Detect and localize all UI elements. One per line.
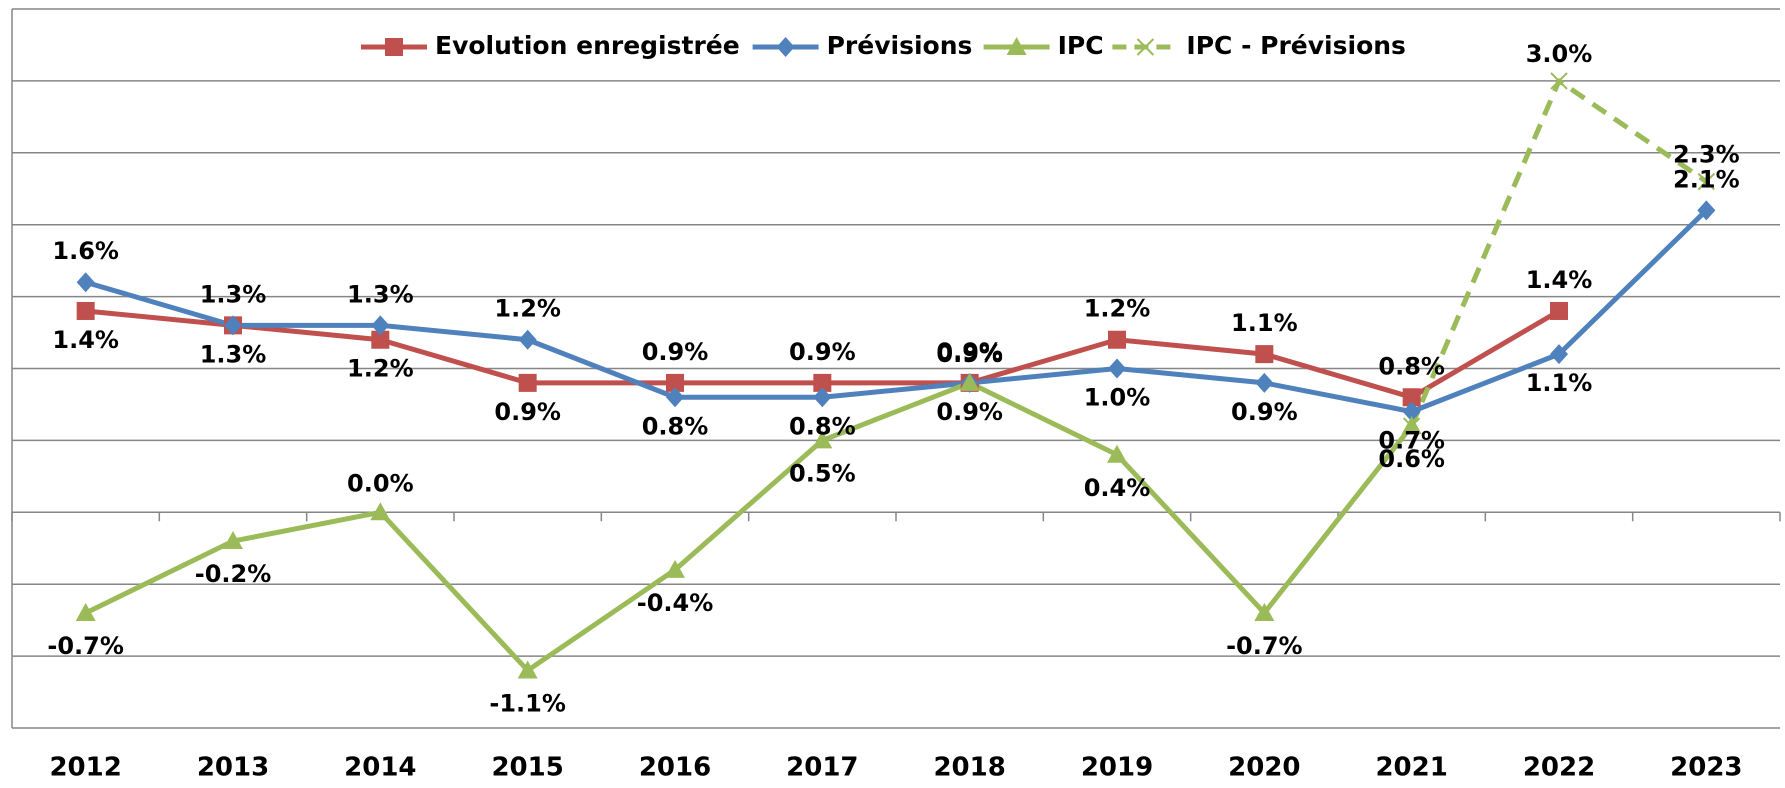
marker [223,531,243,550]
data-label: 1.1% [1231,309,1298,337]
data-label: 0.7% [1378,427,1445,455]
data-label: 1.2% [347,355,414,383]
data-label: -0.4% [637,589,714,617]
x-tick-label: 2021 [1375,753,1447,783]
data-label: 1.6% [52,237,119,265]
data-label: 1.1% [1526,369,1593,397]
data-label: 1.0% [1084,384,1151,412]
x-tick-label: 2014 [344,753,416,783]
data-label: 2.3% [1673,141,1740,169]
marker [813,373,832,392]
marker [812,430,833,449]
marker [666,387,684,408]
legend-marker [1006,37,1027,55]
x-tick-label: 2019 [1081,753,1153,783]
marker [1697,172,1716,191]
marker [76,272,95,293]
marker [1108,358,1126,379]
x-tick-label: 2020 [1228,753,1300,783]
marker [1402,401,1421,422]
x-tick-label: 2023 [1670,753,1742,783]
data-label: 2.1% [1673,165,1740,193]
data-label: 3.0% [1526,40,1593,68]
marker [1107,444,1127,463]
x-tick-label: 2018 [933,753,1005,783]
legend-label: Prévisions [827,31,973,60]
data-label: 1.2% [1084,295,1151,323]
data-label: -0.2% [195,560,272,588]
marker [1108,330,1126,349]
marker [224,315,242,336]
marker [1402,388,1421,407]
data-label: 1.4% [1526,266,1593,294]
marker [371,330,390,349]
x-tick-label: 2016 [639,753,711,783]
data-label: 0.8% [642,412,709,440]
marker [371,315,390,336]
data-label: 0.9% [494,398,561,426]
data-label: 1.3% [200,280,267,308]
series-line [84,380,1414,673]
data-label: 1.2% [494,295,561,323]
x-tick-label: 2022 [1523,753,1595,783]
marker [1255,345,1274,364]
data-label: 1.3% [347,280,414,308]
data-label: -0.7% [1226,632,1303,660]
marker [1697,200,1716,221]
legend-label: IPC [1058,31,1104,60]
marker [665,559,685,578]
marker [1255,372,1274,393]
data-label: 0.9% [1231,398,1298,426]
x-tick-label: 2013 [197,753,269,783]
marker [1254,602,1275,621]
marker [517,660,538,679]
data-label: 0.0% [347,469,414,497]
x-tick-label: 2015 [491,753,563,783]
legend-marker [776,37,795,57]
x-tick-label: 2012 [49,753,121,783]
marker [518,373,537,392]
marker [370,502,391,521]
marker [666,373,684,392]
marker [518,329,537,350]
data-label: 0.5% [789,459,856,487]
data-label: 0.6% [1378,445,1445,473]
data-label: 0.9% [789,338,856,366]
legend-marker [1136,38,1155,56]
marker [1550,301,1568,320]
marker [1550,344,1568,365]
data-label: 0.8% [1378,352,1445,380]
marker [959,372,980,391]
legend-label: Evolution enregistrée [435,31,740,60]
legend-label: IPC - Prévisions [1186,31,1406,60]
x-tick-label: 2017 [786,753,858,783]
data-label: 0.8% [789,412,856,440]
data-label: 0.4% [1084,474,1151,502]
marker [1550,72,1568,90]
series-line [84,208,1709,415]
data-label: -1.1% [489,689,566,717]
legend-marker [385,38,403,56]
marker [76,301,95,320]
data-label: 1.4% [52,326,119,354]
data-label: 0.9% [642,338,709,366]
marker [75,602,96,621]
marker [1402,417,1421,435]
data-label: 0.9% [936,340,1003,368]
marker [813,387,832,408]
data-label: -0.7% [47,632,124,660]
data-label: 0.9% [936,398,1003,426]
data-label: 1.3% [200,340,267,368]
data-label: 0.9% [936,338,1003,366]
